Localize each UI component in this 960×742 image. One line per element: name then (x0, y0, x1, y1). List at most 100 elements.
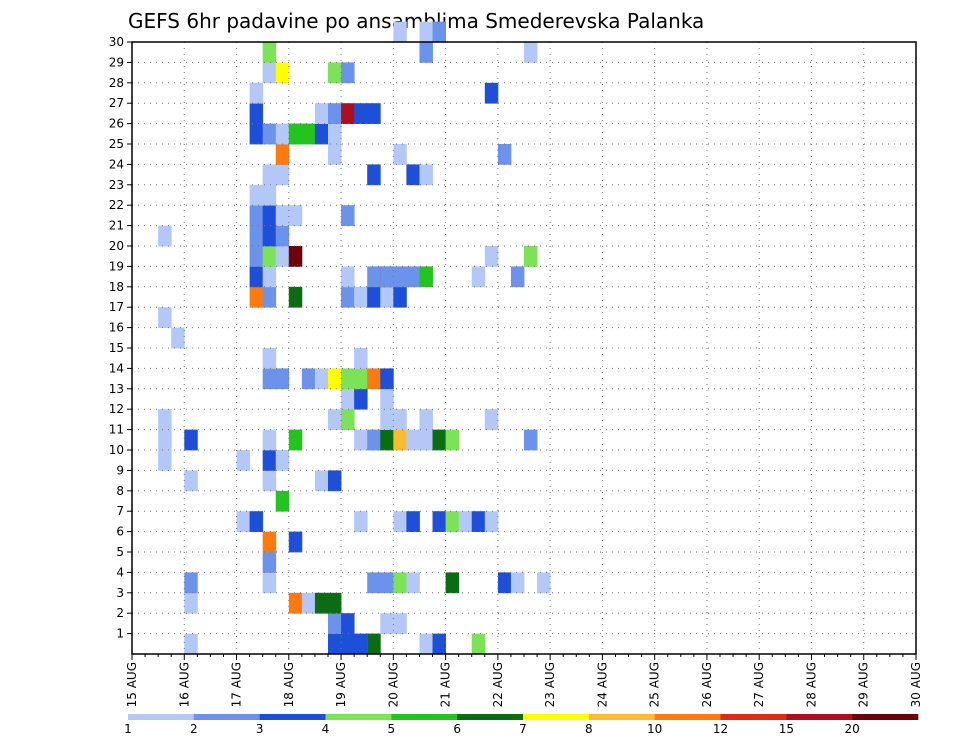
heatmap-cell (354, 348, 368, 369)
heatmap-cell (328, 144, 342, 165)
plot-frame (131, 41, 917, 655)
heatmap-cell (380, 429, 394, 451)
heatmap-cell (249, 286, 264, 308)
heatmap-cell (262, 531, 277, 553)
colorbar-label: 6 (453, 722, 461, 736)
heatmap-cell (341, 286, 355, 308)
heatmap-cell (419, 164, 433, 186)
heatmap-cell (275, 368, 290, 390)
heatmap-cell (497, 144, 512, 165)
heatmap-cell (471, 511, 486, 532)
colorbar-swatch (588, 714, 655, 720)
y-tick-label: 18 (109, 280, 124, 294)
colorbar-label: 4 (322, 722, 330, 736)
heatmap-cell (275, 205, 290, 226)
x-tick-label: 30 AUG (909, 662, 923, 707)
heatmap-cell (380, 409, 394, 430)
heatmap-cell (341, 103, 355, 124)
heatmap-cell (432, 633, 446, 655)
heatmap-cell (328, 633, 342, 655)
heatmap-cell (380, 388, 394, 410)
heatmap-cell (367, 103, 381, 124)
heatmap-cell (419, 633, 433, 655)
heatmap-cell (354, 286, 368, 308)
y-tick-label: 7 (116, 504, 124, 518)
heatmap-cell (262, 450, 277, 471)
heatmap-cell (484, 409, 499, 430)
x-tick-label: 20 AUG (386, 662, 400, 707)
y-tick-label: 28 (109, 76, 124, 90)
heatmap-cell (393, 409, 407, 430)
y-tick-label: 2 (116, 606, 124, 620)
heatmap-cell (510, 266, 525, 288)
heatmap-cell (484, 246, 499, 267)
x-tick-label: 29 AUG (857, 662, 871, 707)
x-tick-label: 16 AUG (177, 662, 191, 707)
heatmap-cell (328, 103, 342, 124)
y-axis: 1234567891011121314151617181920212223242… (109, 35, 132, 641)
y-tick-label: 5 (116, 545, 124, 559)
x-tick-label: 18 AUG (282, 662, 296, 707)
heatmap-cell (249, 103, 264, 124)
x-tick-label: 22 AUG (491, 662, 505, 707)
heatmap-cell (393, 21, 407, 43)
heatmap-cell (354, 633, 368, 655)
heatmap-cell (236, 450, 250, 471)
heatmap-cell (288, 429, 303, 451)
heatmap-cell (471, 633, 486, 655)
x-tick-label: 15 AUG (125, 662, 139, 707)
heatmap-cell (432, 511, 446, 532)
heatmap-cell (262, 266, 277, 288)
heatmap-cell (275, 144, 290, 165)
heatmap-cell (275, 490, 290, 512)
heatmap-cell (354, 429, 368, 451)
heatmap-cell (393, 613, 407, 634)
heatmap-cell (432, 429, 446, 451)
heatmap-cell (184, 592, 198, 614)
heatmap-cell (419, 21, 433, 43)
colorbar-swatch (193, 714, 260, 720)
x-tick-label: 23 AUG (543, 662, 557, 707)
colorbar-label: 20 (845, 722, 860, 736)
heatmap-cell (367, 286, 381, 308)
y-tick-label: 20 (109, 239, 124, 253)
heatmap-cell (393, 429, 407, 451)
y-tick-label: 30 (109, 35, 124, 49)
heatmap-cell (314, 103, 329, 124)
heatmap-cell (445, 572, 460, 594)
colorbar-label: 2 (190, 722, 198, 736)
heatmap-cell (275, 225, 290, 247)
colorbar-swatch (457, 714, 524, 720)
heatmap-cell (262, 552, 277, 573)
y-tick-label: 14 (109, 361, 124, 375)
heatmap-cell (158, 409, 172, 430)
heatmap-cell (158, 307, 172, 328)
heatmap-cell (262, 368, 277, 390)
heatmap-cell (275, 62, 290, 84)
heatmap-cell (341, 613, 355, 634)
heatmap-cell (341, 388, 355, 410)
heatmap-cell (393, 286, 407, 308)
colorbar-label: 1 (124, 722, 132, 736)
y-tick-label: 9 (116, 463, 124, 477)
heatmap-cell (249, 225, 264, 247)
y-tick-label: 16 (109, 321, 124, 335)
y-tick-label: 22 (109, 198, 124, 212)
colorbar-label: 3 (256, 722, 264, 736)
heatmap-cell (328, 470, 342, 492)
y-tick-label: 13 (109, 382, 124, 396)
y-tick-label: 3 (116, 586, 124, 600)
heatmap-cell (510, 572, 525, 594)
heatmap-cell (406, 164, 420, 186)
heatmap-cell (275, 164, 290, 186)
heatmap-cell (406, 266, 420, 288)
heatmap-cell (419, 266, 433, 288)
colorbar-swatch (523, 714, 590, 720)
heatmap-cell (288, 592, 303, 614)
heatmap-cell (249, 246, 264, 267)
heatmap-cell (262, 42, 277, 63)
colorbar-swatch (720, 714, 787, 720)
heatmap-cell (249, 266, 264, 288)
heatmap-cell (328, 592, 342, 614)
heatmap-cell (367, 368, 381, 390)
